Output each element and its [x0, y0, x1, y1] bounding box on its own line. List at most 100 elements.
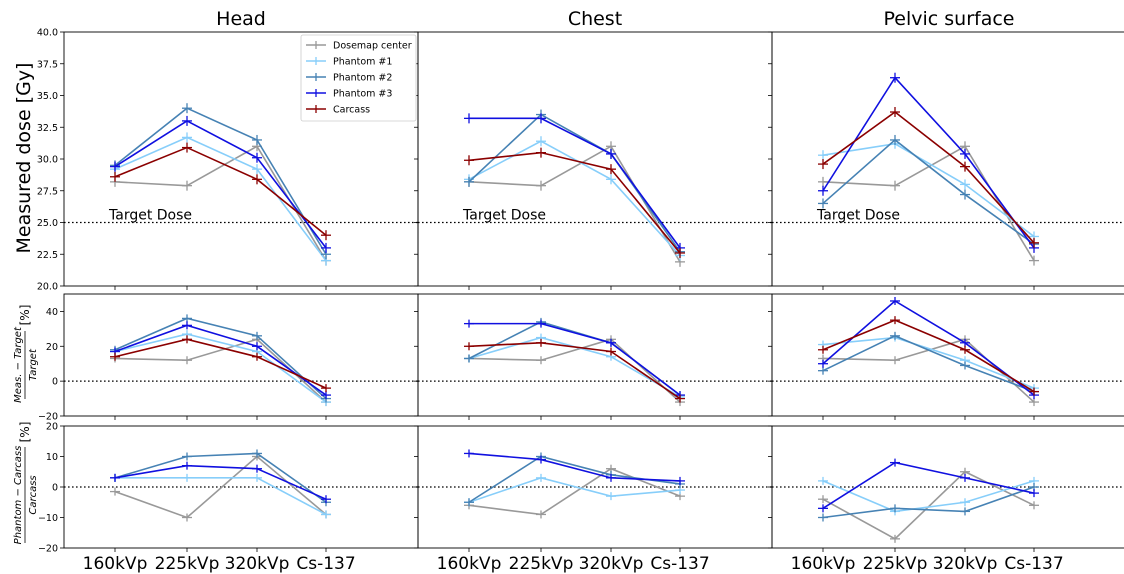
series-line [822, 299, 1035, 396]
series-line [468, 140, 681, 257]
x-tick-label: 160kVp [791, 554, 856, 574]
series-line [114, 119, 327, 249]
legend-frame [300, 34, 417, 122]
series-group [110, 314, 331, 407]
ylabel-dose-text: Measured dose [Gy] [13, 63, 35, 254]
y-tick-label: 40 [46, 307, 58, 318]
panel-chest-rel_carcass [414, 425, 773, 552]
series-line [114, 317, 327, 400]
series-phantom-3 [110, 321, 331, 400]
series-line [114, 107, 327, 255]
y-tick-label: 30.0 [37, 155, 58, 166]
series-phantom-3 [464, 113, 685, 253]
series-phantom-1 [464, 473, 685, 507]
y-tick-label: 10 [46, 452, 58, 463]
series-dosemap-center [818, 335, 1039, 407]
legend-entry-carcass: Carcass [306, 105, 370, 116]
series-carcass [464, 338, 685, 403]
legend-label: Phantom #3 [333, 89, 392, 100]
series-line [114, 324, 327, 396]
y-tick-label: −10 [38, 513, 58, 524]
column-title-pelvic: Pelvic surface [884, 8, 1015, 30]
panel-frame [63, 293, 419, 417]
panel-pelvic-surface-dose: Target Dose [768, 31, 1124, 290]
series-line [114, 333, 327, 403]
series-dosemap-center [464, 464, 685, 519]
series-phantom-2 [818, 331, 1039, 396]
series-line [468, 452, 681, 482]
series-line [822, 470, 1035, 540]
panel-head-rel_carcass: −20 −10 0 10 20 [38, 422, 419, 555]
series-carcass [818, 316, 1039, 396]
series-line [822, 336, 1035, 389]
series-line [822, 76, 1035, 249]
series-line [468, 338, 681, 403]
x-tick-label: Cs-137 [1004, 554, 1063, 574]
series-phantom-1 [110, 473, 331, 519]
y-tick-label: −20 [38, 412, 58, 423]
series-line [822, 319, 1035, 393]
y-tick-label: 0 [52, 377, 58, 388]
y-tick-label: 20.0 [37, 282, 58, 293]
y-tick-label: 20 [46, 422, 58, 433]
series-dosemap-center [818, 467, 1039, 543]
x-tick-label: 160kVp [437, 554, 502, 574]
series-line [469, 117, 681, 249]
y-tick-label: −20 [38, 544, 58, 555]
series-group [818, 72, 1039, 266]
series-line [468, 113, 681, 253]
legend-label: Dosemap center [333, 41, 412, 52]
series-group [464, 109, 685, 267]
ylabel-rel-carcass-num: Phantom − Carcass [13, 446, 24, 545]
series-phantom-3 [464, 449, 685, 485]
x-tick-label: Cs-137 [296, 554, 355, 574]
series-carcass [464, 147, 685, 258]
series-line [822, 486, 1035, 519]
ylabel-rel-target-num: Meas. − Target [13, 326, 24, 403]
y-tick-label: 20 [46, 342, 58, 353]
column-titles: Head Chest Pelvic surface [216, 8, 1014, 30]
series-line [468, 477, 681, 504]
series-line [114, 136, 327, 262]
series-phantom-3 [818, 458, 1039, 513]
target-dose-label: Target Dose [816, 208, 900, 224]
legend-label: Phantom #1 [333, 57, 392, 68]
legend-label: Phantom #2 [333, 73, 392, 84]
x-tick-label: 320kVp [579, 554, 644, 574]
series-group [818, 458, 1039, 543]
legend-entry-phantom-3: Phantom #3 [306, 89, 392, 100]
series-line [114, 338, 327, 389]
x-tick-label: 320kVp [225, 554, 290, 574]
y-tick-label: 40.0 [37, 28, 58, 39]
series-dosemap-center [110, 141, 331, 266]
series-phantom-1 [818, 138, 1039, 242]
series-group [818, 296, 1039, 407]
y-tick-label: 37.5 [37, 59, 58, 70]
ylabel-rel-target-unit: [%] [18, 305, 32, 326]
legend-entry-phantom-1: Phantom #1 [306, 57, 392, 68]
column-title-head: Head [216, 8, 266, 30]
series-phantom-1 [110, 132, 331, 266]
series-line [822, 145, 1035, 262]
series-line [468, 151, 681, 254]
x-tick-label: 225kVp [155, 554, 220, 574]
series-line [114, 452, 327, 503]
series-line [115, 477, 327, 516]
series-phantom-2 [110, 103, 331, 260]
legend: Dosemap center Phantom #1 Phantom #2 Phanto… [300, 34, 417, 122]
panel-chest-dose: Target Dose [414, 31, 773, 290]
series-line [114, 455, 327, 519]
panel-frame [771, 31, 1124, 287]
panel-frame [417, 31, 773, 287]
ylabel-dose: Measured dose [Gy] [13, 63, 35, 254]
series-line [468, 341, 681, 400]
series-group [464, 317, 685, 407]
y-tick-label: 0 [52, 483, 58, 494]
x-tick-label: Cs-137 [650, 554, 709, 574]
panel-chest-rel_target [414, 293, 773, 420]
series-group [464, 449, 685, 519]
series-phantom-2 [818, 483, 1039, 522]
y-tick-label: 27.5 [37, 186, 58, 197]
series-carcass [818, 107, 1039, 248]
